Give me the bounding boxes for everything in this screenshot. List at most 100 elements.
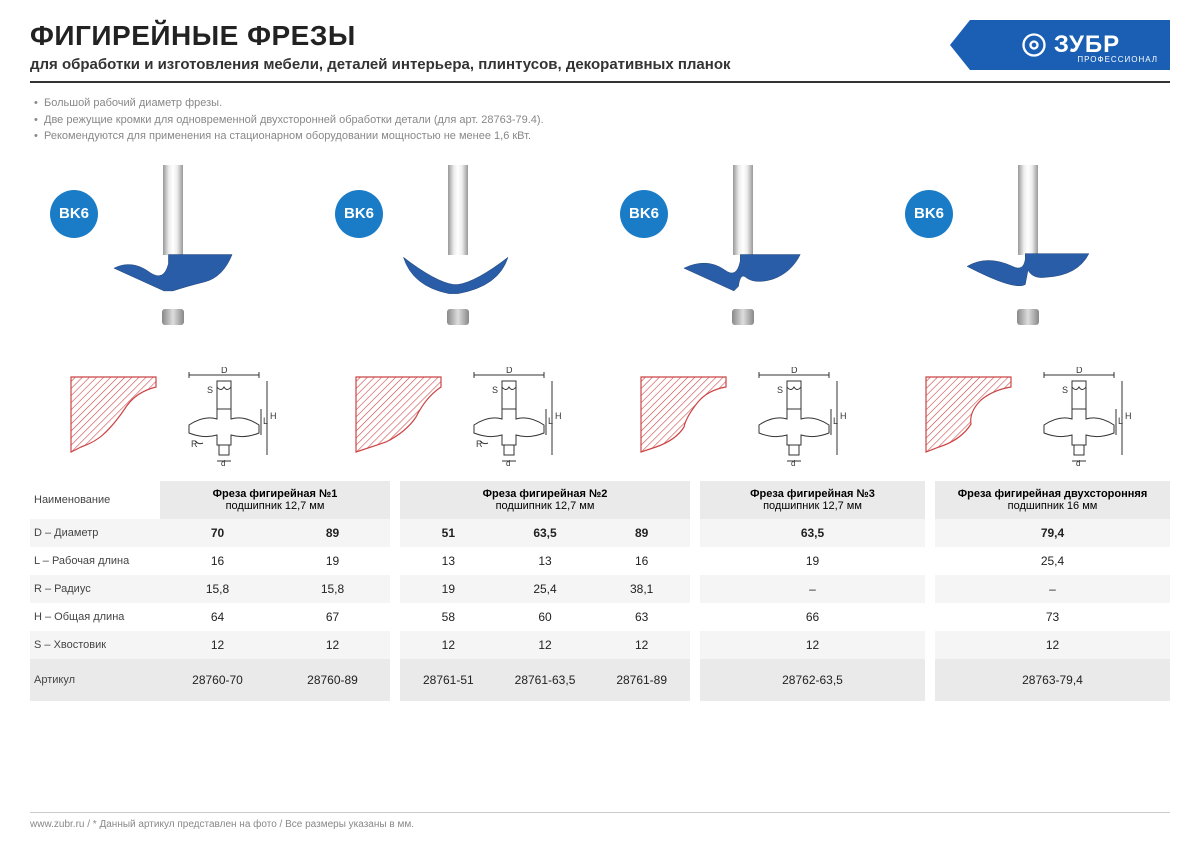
svg-text:H: H — [270, 411, 277, 421]
svg-text:d: d — [506, 459, 510, 467]
cell: 13 — [400, 547, 497, 575]
cell: 63,5 — [497, 519, 594, 547]
cell: 12 — [497, 631, 594, 659]
cell: 19 — [400, 575, 497, 603]
label-l: L – Рабочая длина — [30, 547, 160, 575]
cell: 89 — [275, 519, 390, 547]
cell: 25,4 — [935, 547, 1170, 575]
logo-chevron — [950, 20, 970, 70]
articul-cell: 28763-79,4 — [935, 659, 1170, 701]
tech-drawing-icon: D S H L d — [739, 367, 849, 467]
bk6-badge: BK6 — [620, 190, 668, 238]
profile-icon — [636, 372, 731, 462]
router-bit-icon — [383, 165, 533, 345]
header: ФИГИРЕЙНЫЕ ФРЕЗЫ для обработки и изготов… — [30, 20, 1170, 83]
data-row-S: 12 — [700, 631, 925, 659]
label-name: Наименование — [30, 481, 160, 519]
articul-cell: 28762-63,5 — [700, 659, 925, 701]
cell: 12 — [400, 631, 497, 659]
data-columns: Фреза фигирейная №1подшипник 12,7 мм7089… — [160, 481, 1170, 701]
cell: 12 — [160, 631, 275, 659]
data-row-R: – — [935, 575, 1170, 603]
svg-text:R: R — [191, 439, 198, 449]
label-h: H – Общая длина — [30, 603, 160, 631]
articul-cell: 28760-70 — [160, 659, 275, 701]
router-bit-icon — [953, 165, 1103, 345]
svg-text:S: S — [207, 385, 213, 395]
svg-text:R: R — [476, 439, 483, 449]
cell: 16 — [160, 547, 275, 575]
label-r: R – Радиус — [30, 575, 160, 603]
svg-text:L: L — [1118, 416, 1123, 426]
bearing — [1017, 309, 1039, 325]
articul-cell: 28761-89 — [593, 659, 690, 701]
svg-text:D: D — [506, 367, 513, 375]
feature-bullet: Большой рабочий диаметр фрезы. — [30, 95, 1170, 112]
footer: www.zubr.ru / * Данный артикул представл… — [30, 812, 1170, 830]
bk6-badge: BK6 — [905, 190, 953, 238]
data-row-D: 63,5 — [700, 519, 925, 547]
svg-text:S: S — [1062, 385, 1068, 395]
svg-text:d: d — [221, 459, 225, 467]
profile-icon — [351, 372, 446, 462]
svg-text:D: D — [221, 367, 228, 375]
spec-table: Наименование D – Диаметр L – Рабочая дли… — [30, 481, 1170, 701]
svg-text:d: d — [1076, 459, 1080, 467]
cell: 66 — [700, 603, 925, 631]
feature-bullets: Большой рабочий диаметр фрезы.Две режущи… — [30, 95, 1170, 145]
product-image: BK6 — [315, 155, 600, 355]
cell: 73 — [935, 603, 1170, 631]
cell: 60 — [497, 603, 594, 631]
product-1: BK6 — [30, 155, 315, 355]
svg-text:L: L — [263, 416, 268, 426]
bearing — [162, 309, 184, 325]
svg-text:S: S — [492, 385, 498, 395]
data-row-D: 7089 — [160, 519, 390, 547]
svg-text:d: d — [791, 459, 795, 467]
label-d: D – Диаметр — [30, 519, 160, 547]
shank — [448, 165, 468, 255]
product-image: BK6 — [885, 155, 1170, 355]
page-title: ФИГИРЕЙНЫЕ ФРЕЗЫ — [30, 20, 970, 52]
articul-cell: 28760-89 — [275, 659, 390, 701]
diagrams-row: D S H L R d D S — [30, 357, 1170, 477]
data-row-R: – — [700, 575, 925, 603]
diagram-1: D S H L R d — [30, 357, 315, 477]
cell: 89 — [593, 519, 690, 547]
cell: 16 — [593, 547, 690, 575]
cutter-shape — [958, 250, 1098, 300]
svg-text:L: L — [548, 416, 553, 426]
cell: 58 — [400, 603, 497, 631]
data-row-H: 73 — [935, 603, 1170, 631]
svg-text:H: H — [1125, 411, 1132, 421]
cell: 70 — [160, 519, 275, 547]
bearing — [732, 309, 754, 325]
col-group-2: Фреза фигирейная №2подшипник 12,7 мм5163… — [400, 481, 690, 701]
profile-icon — [921, 372, 1016, 462]
cell: 12 — [935, 631, 1170, 659]
cell: 15,8 — [160, 575, 275, 603]
articul-row: 28760-7028760-89 — [160, 659, 390, 701]
cell: 15,8 — [275, 575, 390, 603]
feature-bullet: Две режущие кромки для одновременной дву… — [30, 112, 1170, 129]
col-header: Фреза фигирейная №1подшипник 12,7 мм — [160, 481, 390, 519]
cutter-shape — [673, 250, 813, 300]
articul-row: 28761-5128761-63,528761-89 — [400, 659, 690, 701]
col-header: Фреза фигирейная двухсторонняяподшипник … — [935, 481, 1170, 519]
col-group-4: Фреза фигирейная двухсторонняяподшипник … — [935, 481, 1170, 701]
data-row-L: 25,4 — [935, 547, 1170, 575]
bearing — [447, 309, 469, 325]
data-row-S: 1212 — [160, 631, 390, 659]
cell: 19 — [275, 547, 390, 575]
shank — [733, 165, 753, 255]
cutter-shape — [388, 250, 528, 300]
svg-text:L: L — [833, 416, 838, 426]
label-s: S – Хвостовик — [30, 631, 160, 659]
cell: 63 — [593, 603, 690, 631]
brand-logo: ЗУБР ПРОФЕССИОНАЛ — [970, 20, 1170, 70]
tech-drawing-icon: D S H L R d — [169, 367, 279, 467]
articul-row: 28763-79,4 — [935, 659, 1170, 701]
data-row-D: 5163,589 — [400, 519, 690, 547]
product-4: BK6 — [885, 155, 1170, 355]
data-row-D: 79,4 — [935, 519, 1170, 547]
